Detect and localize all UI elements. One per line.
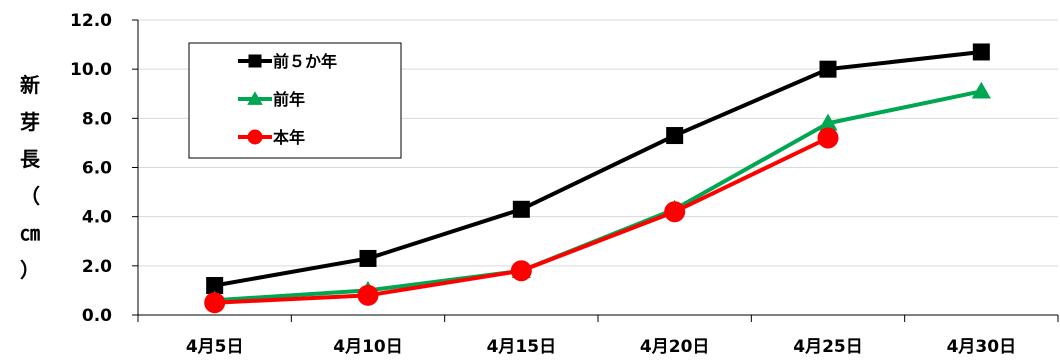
x-tick-label: 4月20日 [640, 337, 710, 357]
data-point-circle [664, 201, 686, 223]
data-point-circle [510, 260, 532, 282]
y-axis-label-char: ㎝ [20, 221, 40, 245]
y-axis-label-char: ） [20, 258, 40, 282]
y-tick-label: 2.0 [82, 257, 112, 277]
data-point-circle [357, 284, 379, 306]
y-tick-label: 8.0 [82, 109, 112, 129]
x-tick-label: 4月30日 [947, 337, 1017, 357]
y-tick-label: 6.0 [82, 159, 112, 179]
y-tick-label: 4.0 [82, 208, 112, 228]
data-point-triangle [818, 113, 838, 131]
series-line [214, 49, 982, 288]
legend-label: 本年 [273, 128, 305, 147]
x-tick-label: 4月5日 [186, 337, 244, 357]
data-point-square [819, 60, 837, 78]
y-tick-label: 0.0 [82, 306, 112, 326]
y-axis-label-char: 長 [20, 147, 41, 171]
x-tick-labels: 4月5日 4月10日 4月15日 4月20日 4月25日 4月30日 [186, 337, 1016, 357]
data-point-square [972, 43, 990, 61]
series-lines [204, 43, 991, 314]
data-point-square [359, 249, 377, 267]
y-axis-label-char: 芽 [20, 110, 40, 134]
data-point-triangle [971, 81, 991, 99]
data-point-circle [204, 292, 226, 314]
y-tick-label: 12.0 [70, 11, 112, 31]
x-tick-label: 4月25日 [793, 337, 863, 357]
legend-label: 前５か年 [273, 52, 337, 71]
data-point-triangle [247, 91, 263, 105]
data-point-square [206, 277, 224, 294]
data-point-square [666, 127, 684, 145]
axes [132, 19, 1059, 322]
data-point-circle [247, 129, 263, 145]
x-tick-label: 4月10日 [333, 337, 403, 357]
data-point-circle [817, 127, 839, 149]
legend-label: 前年 [273, 90, 305, 109]
y-axis-label-char: （ [20, 184, 40, 208]
data-point-square [512, 200, 530, 218]
legend-box [188, 42, 402, 159]
y-tick-label: 10.0 [70, 60, 112, 80]
y-axis-label-char: 新 [20, 73, 40, 97]
y-axis-label: 新芽長 （ ㎝ ） [20, 73, 41, 282]
y-tick-labels: 0.0 2.0 4.0 6.0 8.0 10.0 12.0 [70, 11, 112, 326]
data-point-square [248, 54, 262, 68]
x-tick-label: 4月15日 [487, 337, 557, 357]
